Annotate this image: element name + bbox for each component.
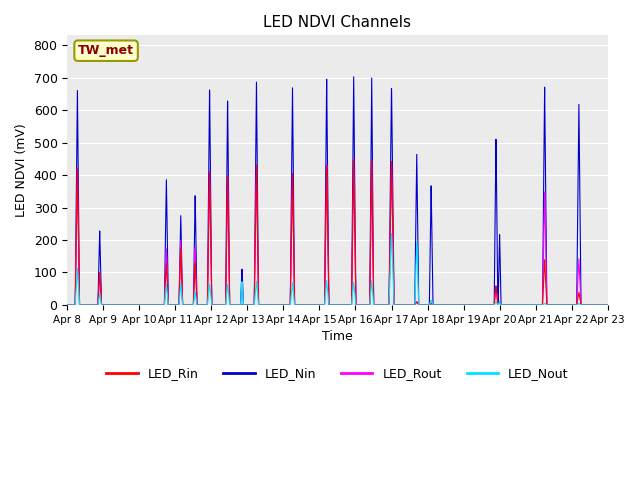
Y-axis label: LED NDVI (mV): LED NDVI (mV) [15,123,28,217]
X-axis label: Time: Time [322,330,353,343]
Title: LED NDVI Channels: LED NDVI Channels [264,15,412,30]
Text: TW_met: TW_met [78,44,134,57]
Legend: LED_Rin, LED_Nin, LED_Rout, LED_Nout: LED_Rin, LED_Nin, LED_Rout, LED_Nout [101,362,573,385]
